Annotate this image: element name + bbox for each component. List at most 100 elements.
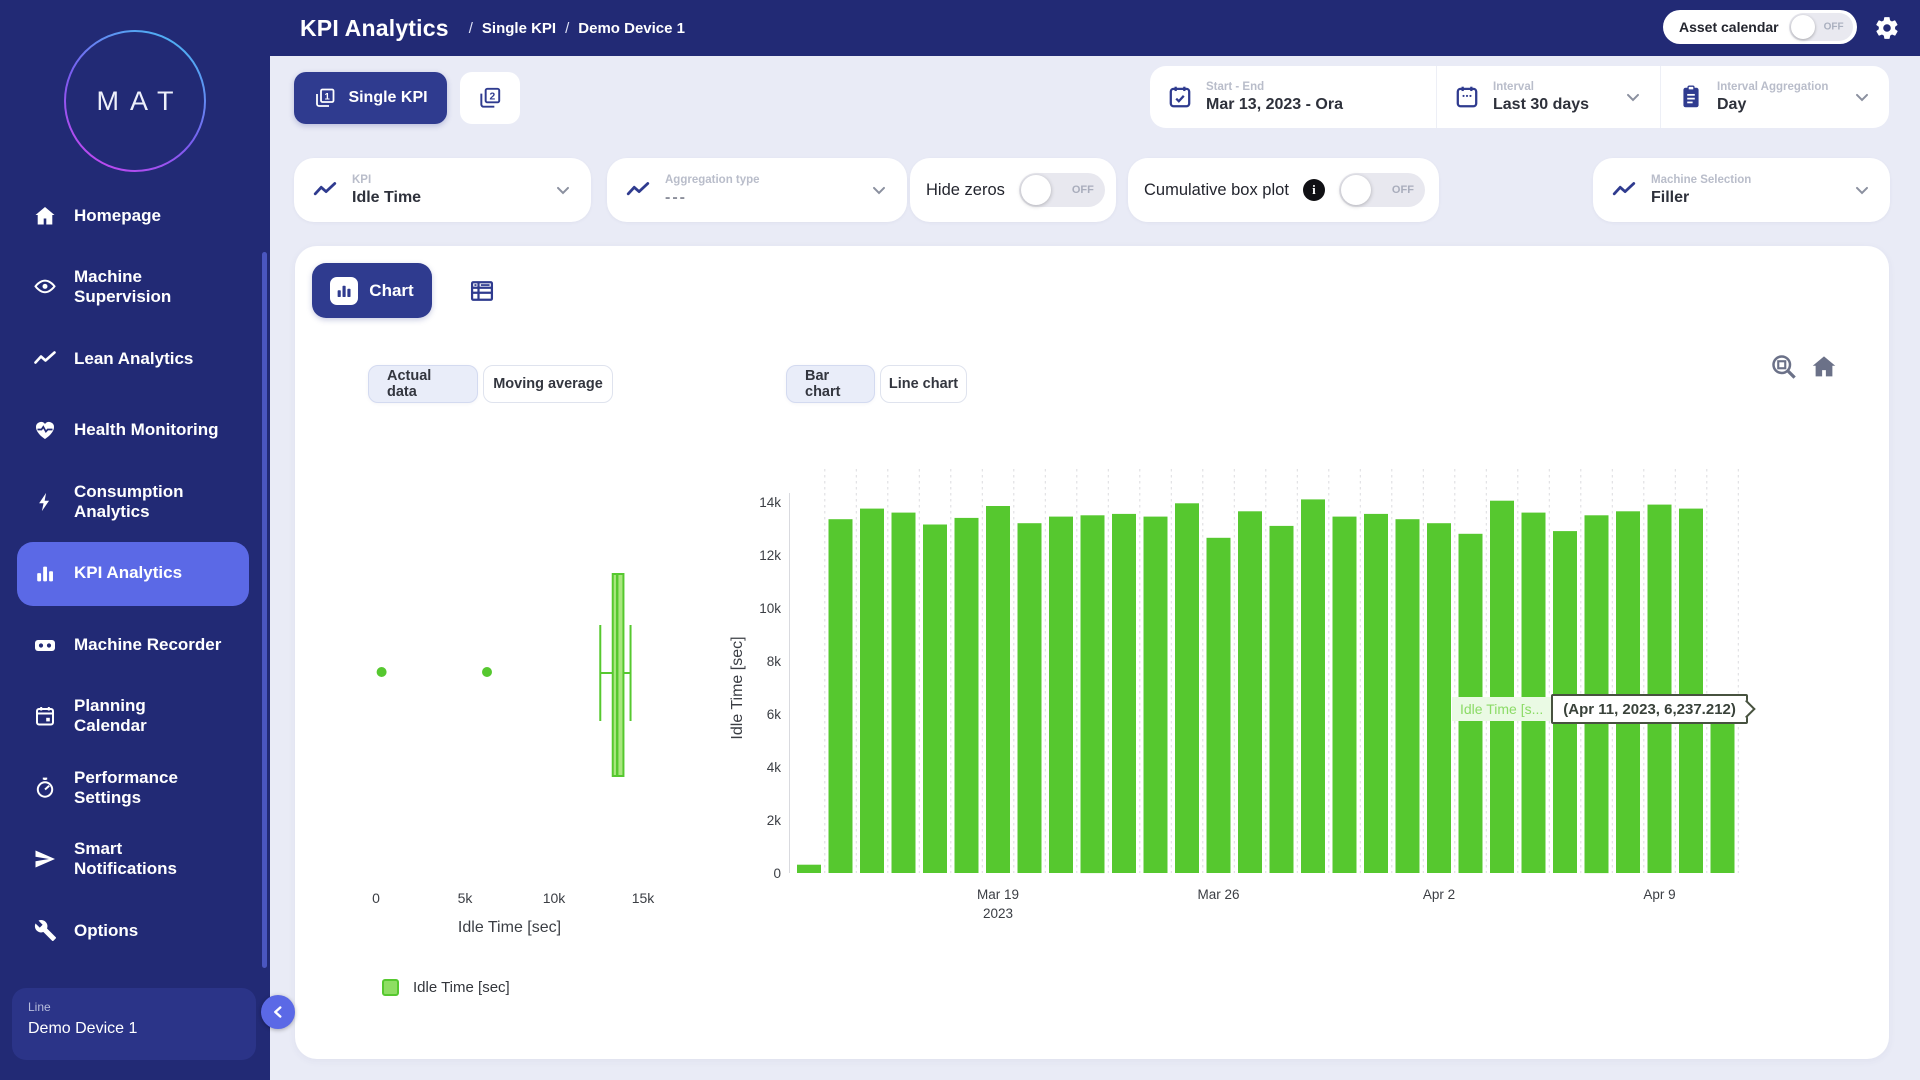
sidebar-item-homepage[interactable]: Homepage bbox=[0, 180, 270, 252]
chart-card: Chart Actual data Moving average Bar cha… bbox=[295, 246, 1889, 1059]
kpi-value: Idle Time bbox=[352, 188, 422, 206]
date-controls-card: Start - End Mar 13, 2023 - Ora Interval … bbox=[1150, 66, 1889, 128]
breadcrumb-separator: / bbox=[565, 19, 570, 37]
tab-chart-view[interactable]: Chart bbox=[312, 263, 432, 318]
sidebar-item-lean-analytics[interactable]: Lean Analytics bbox=[0, 323, 270, 395]
breadcrumb-single-kpi[interactable]: Single KPI bbox=[481, 19, 557, 37]
sidebar-item-smart-notifications[interactable]: Smart Notifications bbox=[0, 824, 270, 896]
date-range-picker[interactable]: Start - End Mar 13, 2023 - Ora bbox=[1150, 66, 1436, 128]
sidebar-item-health-monitoring[interactable]: Health Monitoring bbox=[0, 395, 270, 467]
bar-chart-icon bbox=[33, 562, 57, 586]
chevron-down-icon bbox=[1852, 180, 1872, 200]
table-icon bbox=[468, 277, 496, 305]
sidebar-item-performance-settings[interactable]: Performance Settings bbox=[0, 752, 270, 824]
tab-table-view[interactable] bbox=[463, 272, 501, 310]
machine-selection-value: Filler bbox=[1651, 188, 1690, 206]
info-icon[interactable]: i bbox=[1302, 179, 1325, 201]
trend-icon bbox=[312, 177, 338, 203]
switch-knob bbox=[1790, 15, 1815, 39]
svg-text:Mar 19: Mar 19 bbox=[977, 887, 1019, 902]
svg-text:Idle Time [sec]: Idle Time [sec] bbox=[729, 636, 746, 739]
sidebar-collapse-button[interactable] bbox=[261, 995, 295, 1029]
clipboard-icon bbox=[1678, 84, 1704, 110]
brand-logo-text: MAT bbox=[66, 32, 204, 170]
box-plot-chart[interactable]: 0 5k 10k 15k Idle Time [sec] bbox=[335, 451, 745, 971]
device-selector-card[interactable]: Line Demo Device 1 bbox=[12, 988, 256, 1060]
machine-selection-label: Machine Selection bbox=[1651, 173, 1752, 186]
svg-text:15k: 15k bbox=[632, 890, 656, 906]
svg-text:6k: 6k bbox=[767, 707, 782, 722]
brand-logo: MAT bbox=[64, 30, 206, 172]
svg-text:12k: 12k bbox=[759, 548, 781, 563]
breadcrumb: / Single KPI / Demo Device 1 bbox=[469, 20, 685, 37]
sidebar-item-kpi-analytics[interactable]: KPI Analytics bbox=[17, 541, 249, 606]
zoom-tool-icon[interactable] bbox=[1769, 352, 1799, 382]
bolt-icon bbox=[33, 490, 57, 514]
svg-text:4k: 4k bbox=[767, 760, 782, 775]
tab-single-kpi[interactable]: 1 Single KPI bbox=[294, 72, 447, 124]
bar-chart[interactable]: 0 2k 4k 6k 8k 10k 12k 14k Mar 19 2023 Mar 26 Apr 2 A… bbox=[725, 455, 1765, 935]
chart-legend[interactable]: Idle Time [sec] bbox=[382, 979, 510, 996]
top-header: KPI Analytics / Single KPI / Demo Device… bbox=[270, 0, 1920, 56]
svg-text:0: 0 bbox=[773, 866, 781, 881]
svg-text:2: 2 bbox=[490, 92, 496, 103]
chip-actual-data[interactable]: Actual data bbox=[368, 365, 478, 403]
tab-multi-kpi[interactable]: 2 bbox=[460, 72, 520, 124]
aggregation-type-value: --- bbox=[665, 188, 687, 206]
settings-gear-icon[interactable] bbox=[1874, 15, 1900, 41]
wrench-icon bbox=[33, 919, 57, 943]
reset-axes-home-icon[interactable] bbox=[1809, 352, 1839, 382]
switch-knob bbox=[1340, 175, 1371, 205]
cumulative-box-plot-switch[interactable]: OFF bbox=[1338, 173, 1425, 207]
chip-bar-chart[interactable]: Bar chart bbox=[786, 365, 875, 403]
breadcrumb-device[interactable]: Demo Device 1 bbox=[578, 19, 686, 37]
svg-text:Idle Time [sec]: Idle Time [sec] bbox=[458, 919, 561, 936]
aggregation-type-label: Aggregation type bbox=[665, 173, 760, 186]
trend-icon bbox=[625, 177, 651, 203]
calendar-icon bbox=[1454, 84, 1480, 110]
device-name: Demo Device 1 bbox=[28, 1020, 138, 1037]
sidebar-item-options[interactable]: Options bbox=[0, 895, 270, 967]
aggregation-type-select[interactable]: Aggregation type --- bbox=[607, 158, 907, 222]
gauge-icon bbox=[33, 776, 57, 800]
recorder-icon bbox=[33, 633, 57, 657]
kpi-select[interactable]: KPI Idle Time bbox=[294, 158, 591, 222]
chip-moving-average[interactable]: Moving average bbox=[483, 365, 613, 403]
svg-text:2k: 2k bbox=[767, 813, 782, 828]
interval-select[interactable]: Interval Last 30 days bbox=[1436, 66, 1660, 128]
multi-kpi-icon: 2 bbox=[477, 85, 503, 111]
interval-label: Interval bbox=[1493, 80, 1534, 93]
legend-swatch bbox=[382, 979, 399, 996]
date-range-value: Mar 13, 2023 - Ora bbox=[1206, 95, 1343, 113]
interval-aggregation-select[interactable]: Interval Aggregation Day bbox=[1660, 66, 1889, 128]
asset-calendar-switch[interactable]: OFF bbox=[1788, 13, 1853, 41]
cumulative-box-plot-label: Cumulative box plot bbox=[1144, 180, 1289, 199]
sidebar-item-consumption-analytics[interactable]: Consumption Analytics bbox=[0, 466, 270, 538]
svg-text:10k: 10k bbox=[759, 601, 781, 616]
kpi-label: KPI bbox=[352, 173, 372, 186]
page-title: KPI Analytics bbox=[300, 14, 449, 41]
interval-aggregation-label: Interval Aggregation bbox=[1717, 80, 1829, 93]
sidebar-item-machine-recorder[interactable]: Machine Recorder bbox=[0, 609, 270, 681]
sidebar-item-machine-supervision[interactable]: Machine Supervision bbox=[0, 252, 270, 324]
svg-text:Apr 2: Apr 2 bbox=[1423, 887, 1455, 902]
asset-calendar-label: Asset calendar bbox=[1679, 19, 1779, 35]
interval-aggregation-value: Day bbox=[1717, 95, 1747, 113]
hide-zeros-control: Hide zeros OFF bbox=[910, 158, 1116, 222]
home-icon bbox=[33, 204, 57, 228]
calendar-check-icon bbox=[1167, 84, 1193, 110]
svg-text:Mar 26: Mar 26 bbox=[1197, 887, 1239, 902]
svg-text:10k: 10k bbox=[543, 890, 567, 906]
machine-selection-select[interactable]: Machine Selection Filler bbox=[1593, 158, 1890, 222]
heart-pulse-icon bbox=[33, 418, 57, 442]
hide-zeros-switch[interactable]: OFF bbox=[1018, 173, 1105, 207]
main-content: 1 Single KPI 2 Start - End Mar 13, 2023 … bbox=[270, 56, 1920, 1080]
sidebar-nav: Homepage Machine Supervision Lean Analyt… bbox=[0, 180, 270, 967]
sidebar-scrollbar[interactable] bbox=[262, 252, 267, 968]
sidebar: MAT Homepage Machine Supervision Lean An… bbox=[0, 0, 295, 1080]
legend-label: Idle Time [sec] bbox=[413, 979, 510, 996]
asset-calendar-toggle-pill[interactable]: Asset calendar OFF bbox=[1663, 10, 1857, 44]
sidebar-item-planning-calendar[interactable]: Planning Calendar bbox=[0, 681, 270, 753]
chip-line-chart[interactable]: Line chart bbox=[880, 365, 967, 403]
trend-icon bbox=[33, 347, 57, 371]
